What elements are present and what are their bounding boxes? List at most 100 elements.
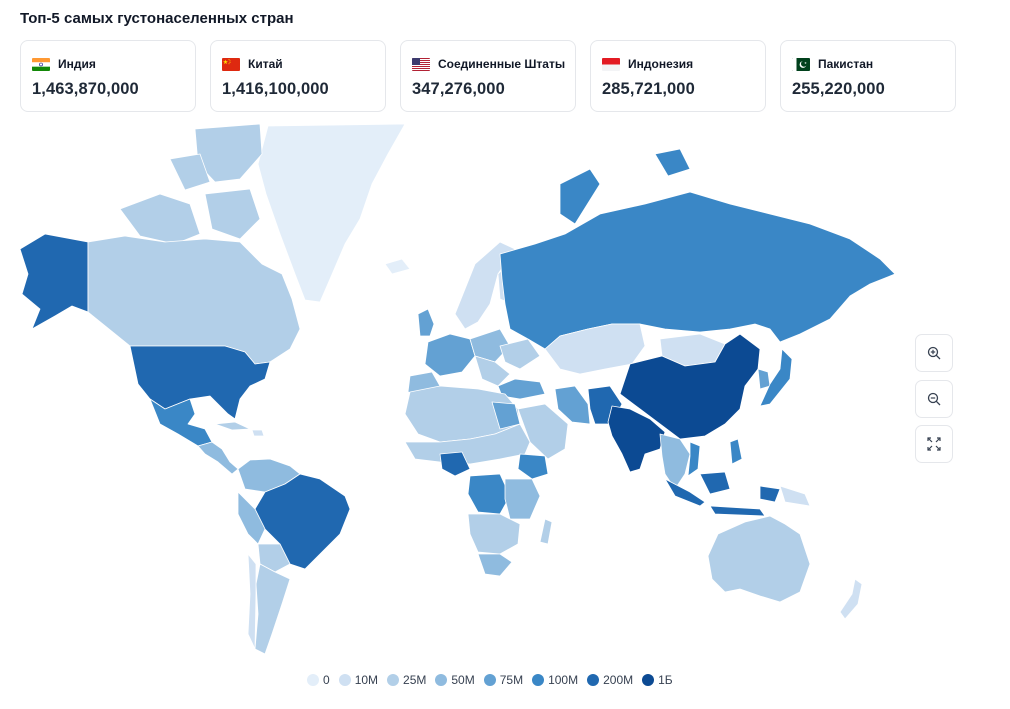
country-new-zealand[interactable] — [839, 578, 863, 620]
zoom-in-button[interactable] — [915, 334, 953, 372]
country-philippines[interactable] — [729, 438, 743, 465]
legend-label: 0 — [323, 673, 330, 687]
country-south-africa[interactable] — [477, 553, 513, 577]
legend-label: 1Б — [658, 673, 673, 687]
country-east-africa[interactable] — [504, 478, 541, 520]
usa-flag-icon — [412, 57, 430, 71]
india-flag-icon — [32, 57, 50, 71]
legend-swatch — [587, 674, 600, 686]
country-papua[interactable] — [779, 485, 811, 507]
country-name: Индонезия — [628, 57, 694, 71]
country-nigeria[interactable] — [439, 451, 471, 477]
legend-item[interactable]: 10M — [338, 673, 379, 687]
indonesia-flag-icon — [602, 57, 620, 71]
country-card-india[interactable]: Индия 1,463,870,000 — [20, 40, 196, 112]
legend-item[interactable]: 0 — [307, 673, 330, 687]
legend-item[interactable]: 200M — [587, 673, 633, 687]
country-kazakhstan[interactable] — [544, 323, 646, 375]
legend-swatch — [387, 674, 400, 686]
country-vietnam[interactable] — [687, 441, 701, 477]
country-europe-west[interactable] — [424, 333, 476, 377]
legend-label: 75M — [499, 673, 524, 687]
country-caribbean[interactable] — [251, 429, 265, 437]
legend-item[interactable]: 1Б — [642, 673, 673, 687]
country-card-china[interactable]: Китай 1,416,100,000 — [210, 40, 386, 112]
country-indonesia[interactable] — [664, 478, 706, 507]
map-legend: 0 10M 25M 50M 75M 100M 200M 1Б — [307, 673, 673, 687]
legend-label: 10M — [354, 673, 379, 687]
country-drc[interactable] — [467, 473, 511, 515]
country-ethiopia[interactable] — [517, 453, 549, 480]
legend-label: 25M — [403, 673, 427, 687]
legend-item[interactable]: 25M — [387, 673, 426, 687]
legend-swatch — [483, 674, 496, 686]
legend-label: 100M — [548, 673, 579, 687]
legend-swatch — [435, 674, 448, 686]
country-name: Индия — [58, 57, 96, 71]
legend-swatch — [307, 674, 319, 686]
country-indonesia[interactable] — [759, 485, 781, 503]
country-sahel[interactable] — [404, 423, 531, 465]
country-canada[interactable] — [87, 235, 301, 365]
fullscreen-icon — [927, 437, 941, 451]
country-population: 1,463,870,000 — [32, 80, 139, 98]
country-cuba[interactable] — [214, 421, 251, 431]
country-card-indonesia[interactable]: Индонезия 285,721,000 — [590, 40, 766, 112]
legend-item[interactable]: 100M — [532, 673, 578, 687]
country-canada-islands[interactable] — [204, 188, 261, 240]
country-argentina[interactable] — [254, 563, 291, 655]
country-population: 285,721,000 — [602, 80, 695, 98]
country-usa[interactable] — [129, 345, 271, 420]
country-korea[interactable] — [757, 368, 771, 390]
country-population: 1,416,100,000 — [222, 80, 329, 98]
country-southern-africa[interactable] — [467, 513, 521, 555]
country-alaska[interactable] — [19, 233, 89, 330]
country-greenland[interactable] — [257, 124, 406, 303]
country-population: 255,220,000 — [792, 80, 885, 98]
country-southeast-asia[interactable] — [659, 433, 691, 490]
country-china[interactable] — [619, 333, 761, 440]
country-mexico[interactable] — [149, 398, 213, 447]
country-central-america[interactable] — [197, 441, 239, 475]
country-iran[interactable] — [554, 385, 591, 425]
fullscreen-button[interactable] — [915, 425, 953, 463]
country-name: Пакистан — [818, 57, 874, 71]
zoom-in-icon — [927, 346, 941, 360]
country-brazil[interactable] — [254, 473, 351, 570]
page-title: Топ-5 самых густонаселенных стран — [20, 10, 294, 27]
country-russia[interactable] — [499, 191, 896, 350]
legend-item[interactable]: 75M — [483, 673, 524, 687]
country-japan[interactable] — [759, 348, 793, 407]
country-card-pakistan[interactable]: Пакистан 255,220,000 — [780, 40, 956, 112]
country-russia-islands[interactable] — [654, 148, 691, 177]
country-canada-islands[interactable] — [169, 153, 211, 191]
country-chile[interactable] — [247, 553, 257, 650]
country-name: Китай — [248, 57, 283, 71]
country-indonesia[interactable] — [709, 505, 766, 517]
country-name: Соединенные Штаты — [438, 57, 566, 71]
legend-swatch — [532, 674, 545, 686]
country-card-usa[interactable]: Соединенные Штаты 347,276,000 — [400, 40, 576, 112]
legend-item[interactable]: 50M — [435, 673, 475, 687]
legend-label: 50M — [451, 673, 475, 687]
world-population-map[interactable] — [0, 124, 905, 664]
country-population: 347,276,000 — [412, 80, 505, 98]
legend-swatch — [338, 674, 351, 686]
country-canada-islands[interactable] — [119, 193, 201, 245]
zoom-out-icon — [927, 392, 941, 406]
china-flag-icon — [222, 57, 240, 71]
country-russia-islands[interactable] — [559, 168, 601, 225]
country-india[interactable] — [607, 405, 666, 473]
zoom-out-button[interactable] — [915, 380, 953, 418]
country-australia[interactable] — [707, 515, 811, 603]
country-bolivia[interactable] — [257, 543, 291, 573]
legend-swatch — [642, 674, 655, 686]
legend-label: 200M — [603, 673, 634, 687]
country-uk[interactable] — [417, 308, 435, 337]
country-iceland[interactable] — [384, 258, 411, 275]
country-ukraine[interactable] — [499, 338, 541, 370]
country-indonesia[interactable] — [699, 471, 731, 495]
pakistan-flag-icon — [792, 57, 810, 71]
country-madagascar[interactable] — [539, 518, 553, 545]
country-balkans[interactable] — [474, 355, 511, 387]
